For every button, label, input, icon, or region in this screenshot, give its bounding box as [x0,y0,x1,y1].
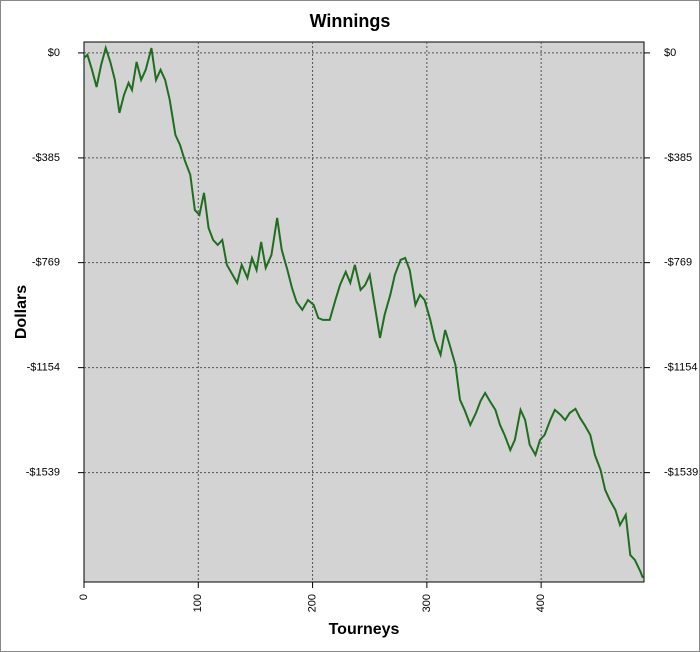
x-tick-label: 0 [78,594,90,600]
y2-tick-label: -$1539 [664,467,698,479]
y2-tick-label: -$1154 [664,362,697,374]
x-tick-label: 300 [421,594,433,612]
y2-tick-label: -$769 [664,257,692,269]
y-tick-label: -$1154 [27,362,60,374]
y-axis-label: Dollars [13,285,30,339]
x-tick-label: 400 [535,594,547,612]
y-tick-label: -$1539 [26,467,60,479]
y-tick-label: -$385 [32,152,60,164]
y2-tick-label: $0 [664,47,676,59]
x-tick-label: 200 [306,594,318,612]
chart-title: Winnings [310,11,391,31]
x-tick-label: 100 [192,594,204,612]
y-tick-label: $0 [48,47,60,59]
x-axis-label: Tourneys [329,621,400,638]
plot-area [83,41,645,583]
y-tick-label: -$769 [32,257,60,269]
line-series [83,44,644,579]
y2-tick-label: -$385 [664,152,692,164]
